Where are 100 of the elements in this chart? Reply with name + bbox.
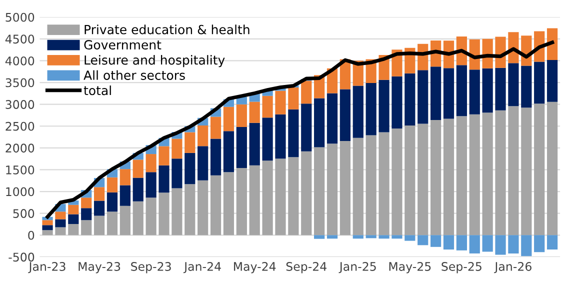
bar (340, 89, 351, 141)
bar (81, 208, 92, 220)
bar (68, 214, 79, 224)
bar (68, 204, 79, 214)
bar (392, 235, 402, 239)
bar (443, 235, 454, 250)
bar (352, 86, 364, 138)
bar (469, 114, 480, 236)
bar (120, 206, 130, 236)
bar (546, 60, 558, 102)
bar (288, 109, 299, 158)
bar (120, 169, 130, 186)
bar (301, 80, 312, 104)
bar (430, 120, 442, 236)
y-tick-label: 3500 (6, 78, 34, 88)
bar (262, 160, 273, 236)
bar (184, 132, 196, 153)
bar (210, 138, 222, 176)
bar (146, 198, 156, 236)
bar (198, 146, 208, 180)
bar (534, 104, 545, 236)
y-tick-label: -500 (8, 252, 34, 262)
bar (508, 63, 519, 106)
x-tick-label: May-25 (389, 262, 431, 274)
bar (430, 66, 442, 120)
bar (546, 235, 558, 250)
bar (172, 138, 182, 159)
bar (106, 177, 118, 192)
legend-label: Leisure and hospitality (84, 55, 225, 68)
bar (482, 235, 493, 252)
bar (55, 219, 66, 228)
bar (184, 184, 196, 236)
x-tick-label: Sep-23 (131, 262, 171, 274)
bar (132, 160, 144, 178)
bar (352, 138, 364, 236)
y-tick-label: 2500 (6, 122, 34, 131)
bar (106, 212, 118, 236)
bar (508, 106, 519, 236)
bar (42, 230, 53, 236)
y-tick-label: 2000 (6, 144, 34, 153)
bar (198, 180, 208, 236)
bar (314, 147, 325, 236)
bar (81, 220, 92, 236)
x-tick-label: Jan-24 (183, 262, 221, 274)
x-tick-label: Sep-25 (442, 262, 482, 274)
bar (42, 225, 53, 230)
bar (521, 66, 532, 108)
line-series (46, 40, 554, 219)
bar (146, 172, 156, 198)
legend-label: Government (84, 40, 162, 50)
bar (456, 116, 467, 236)
y-tick-label: 0 (28, 230, 34, 240)
bar (326, 93, 338, 144)
bar (418, 70, 428, 124)
bar (249, 102, 260, 123)
bar (132, 178, 144, 202)
x-tick-label: May-23 (78, 262, 120, 274)
bar (172, 188, 182, 236)
bar (223, 172, 234, 236)
bar (55, 227, 66, 236)
bar (482, 112, 493, 236)
bar (94, 216, 105, 236)
bar (158, 192, 170, 236)
bar (326, 144, 338, 236)
bar (158, 146, 170, 166)
x-tick-label: Jan-23 (28, 262, 66, 274)
bar (314, 98, 325, 148)
bar (469, 235, 480, 254)
bar (120, 185, 130, 206)
bar (275, 114, 286, 159)
bar (404, 73, 416, 126)
bar (106, 192, 118, 212)
bar (275, 90, 286, 114)
bar (495, 235, 506, 255)
bar (430, 235, 442, 247)
bar (198, 125, 208, 146)
bar (521, 108, 532, 236)
bar (378, 132, 390, 236)
bar (495, 110, 506, 236)
y-tick-label: 1000 (6, 187, 34, 196)
bar (94, 200, 105, 216)
bar (378, 235, 390, 239)
bar (546, 28, 558, 60)
bar (288, 88, 299, 110)
bar (223, 106, 234, 132)
bar (132, 201, 144, 236)
bar (55, 212, 66, 220)
bar (521, 235, 532, 256)
bar (392, 76, 402, 129)
bar (482, 68, 493, 113)
bar (534, 235, 545, 252)
bar (366, 235, 376, 238)
bar (236, 104, 247, 127)
bar (443, 68, 454, 119)
bar (275, 158, 286, 236)
bar (418, 235, 428, 246)
y-tick-label: 500 (13, 209, 34, 218)
bar (158, 165, 170, 193)
bar (534, 62, 545, 104)
bar (366, 82, 376, 136)
